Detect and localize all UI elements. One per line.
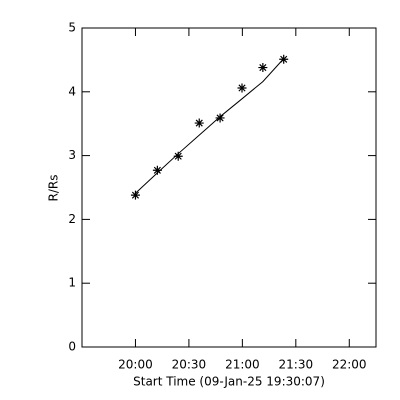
data-point	[258, 63, 268, 73]
x-axis-label: Start Time (09-Jan-25 19:30:07)	[133, 375, 325, 389]
data-point	[237, 83, 247, 93]
data-point	[152, 165, 162, 175]
fit-line	[135, 58, 285, 194]
data-point	[130, 190, 140, 200]
x-tick-label: 22:00	[332, 358, 367, 372]
x-tick-label: 21:30	[279, 358, 314, 372]
data-point	[173, 151, 183, 161]
x-tick-label: 20:30	[172, 358, 207, 372]
y-tick-label: 3	[68, 148, 76, 162]
y-tick-label: 1	[68, 276, 76, 290]
y-axis-label: R/Rs	[47, 175, 61, 202]
plot-frame	[81, 27, 377, 348]
y-tick-label: 0	[68, 340, 76, 354]
y-tick-label: 5	[68, 21, 76, 35]
y-tick-label: 4	[68, 84, 76, 98]
data-point	[194, 118, 204, 128]
y-tick-label: 2	[68, 212, 76, 226]
x-tick-label: 21:00	[225, 358, 260, 372]
data-point	[215, 113, 225, 123]
x-tick-label: 20:00	[118, 358, 153, 372]
